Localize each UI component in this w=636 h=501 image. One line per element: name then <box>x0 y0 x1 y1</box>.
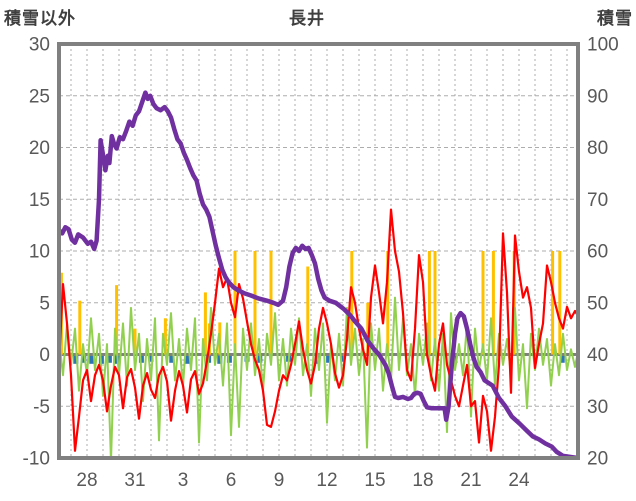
svg-text:5: 5 <box>39 293 50 314</box>
snow-depth-line <box>59 90 578 458</box>
svg-text:0: 0 <box>39 345 50 366</box>
svg-text:15: 15 <box>364 470 385 491</box>
red-series-line <box>59 208 578 452</box>
left-axis-title: 積雪以外 <box>4 9 76 28</box>
svg-text:24: 24 <box>508 470 530 491</box>
svg-text:30: 30 <box>29 35 50 56</box>
right-axis-tick-labels: 100 90 80 70 60 50 40 30 20 <box>587 35 619 470</box>
svg-text:40: 40 <box>587 345 608 366</box>
svg-text:50: 50 <box>587 293 608 314</box>
svg-text:6: 6 <box>226 470 237 491</box>
svg-text:18: 18 <box>412 470 433 491</box>
svg-text:80: 80 <box>587 138 608 159</box>
svg-text:31: 31 <box>124 470 145 491</box>
svg-text:20: 20 <box>29 138 50 159</box>
svg-text:25: 25 <box>29 86 50 107</box>
svg-text:60: 60 <box>587 242 608 263</box>
svg-text:3: 3 <box>178 470 189 491</box>
svg-text:100: 100 <box>587 35 619 56</box>
svg-text:12: 12 <box>316 470 337 491</box>
svg-text:9: 9 <box>274 470 285 491</box>
green-series-line <box>59 296 578 458</box>
svg-text:-10: -10 <box>23 449 50 470</box>
svg-text:10: 10 <box>29 242 50 263</box>
plot-border <box>57 42 580 460</box>
svg-text:28: 28 <box>76 470 97 491</box>
svg-text:70: 70 <box>587 190 608 211</box>
right-axis-title: 積雪 <box>597 9 633 28</box>
x-axis-tick-labels: 28 31 3 6 9 12 15 18 21 24 <box>76 470 530 491</box>
svg-text:21: 21 <box>460 470 481 491</box>
svg-text:30: 30 <box>587 397 608 418</box>
left-axis-tick-labels: 30 25 20 15 10 5 0 -5 -10 <box>23 35 50 470</box>
svg-text:15: 15 <box>29 190 50 211</box>
svg-text:-5: -5 <box>33 397 50 418</box>
svg-text:20: 20 <box>587 449 608 470</box>
chart-title: 長井 <box>289 9 325 28</box>
svg-text:90: 90 <box>587 86 608 107</box>
